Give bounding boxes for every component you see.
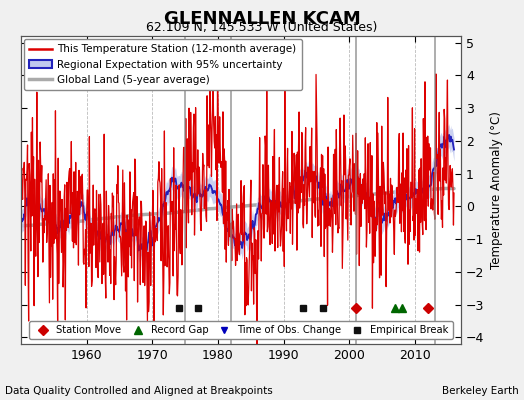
Y-axis label: Temperature Anomaly (°C): Temperature Anomaly (°C)	[490, 111, 503, 269]
Text: Data Quality Controlled and Aligned at Breakpoints: Data Quality Controlled and Aligned at B…	[5, 386, 273, 396]
Text: Berkeley Earth: Berkeley Earth	[442, 386, 519, 396]
Legend: Station Move, Record Gap, Time of Obs. Change, Empirical Break: Station Move, Record Gap, Time of Obs. C…	[29, 321, 453, 339]
Text: 62.109 N, 145.533 W (United States): 62.109 N, 145.533 W (United States)	[146, 21, 378, 34]
Text: GLENNALLEN KCAM: GLENNALLEN KCAM	[163, 10, 361, 28]
